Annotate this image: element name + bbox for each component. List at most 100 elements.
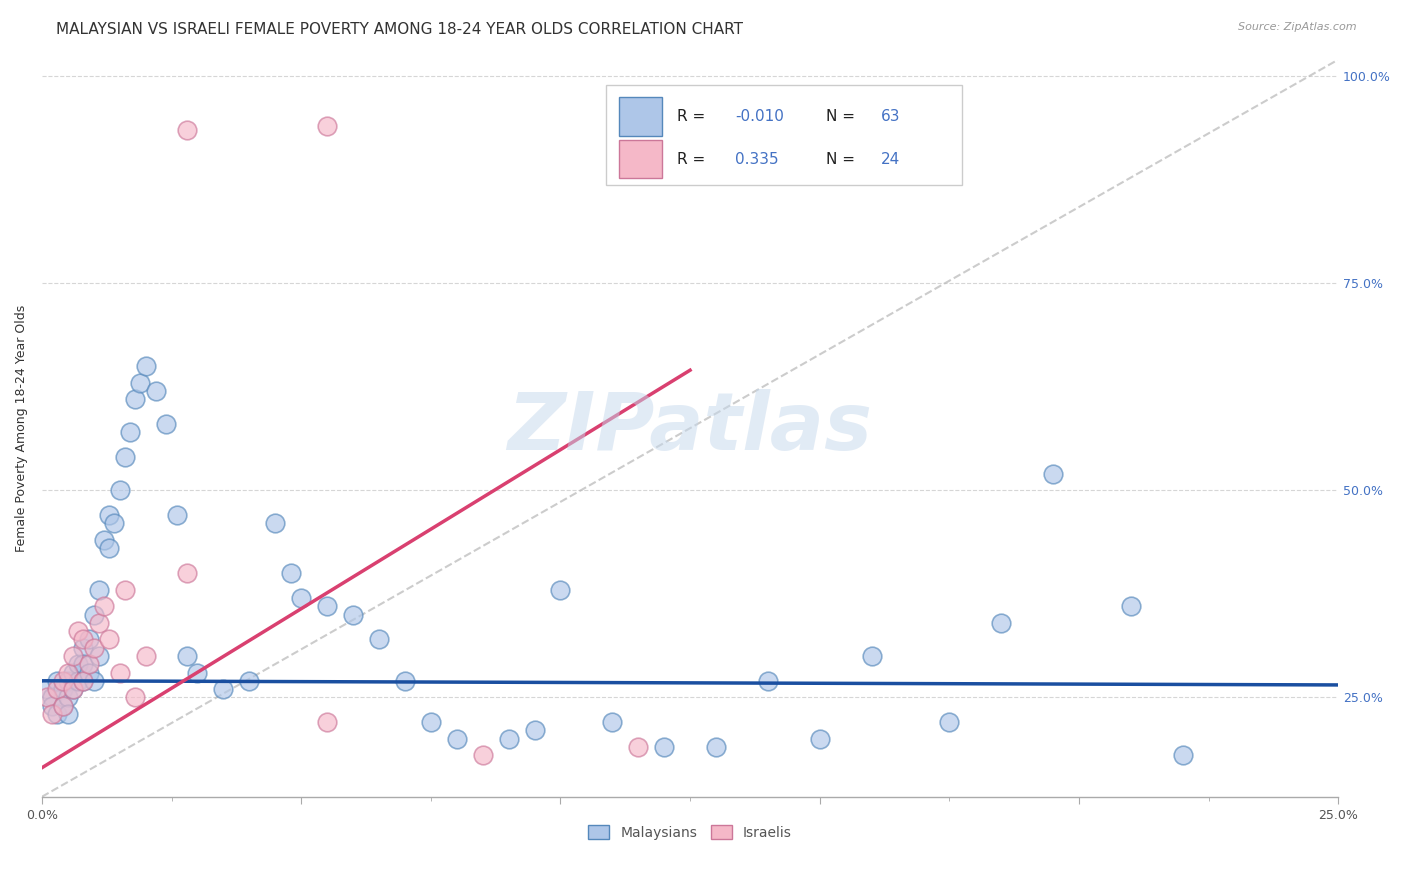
Point [103, 516, 125, 531]
Text: 63: 63 [880, 109, 900, 124]
Point [98, 508, 121, 523]
Point [77, 632, 100, 647]
FancyBboxPatch shape [606, 86, 962, 185]
Point [108, 483, 131, 498]
Point [77, 657, 100, 672]
Point [135, 359, 157, 373]
Text: MALAYSIAN VS ISRAELI FEMALE POVERTY AMONG 18-24 YEAR OLDS CORRELATION CHART: MALAYSIAN VS ISRAELI FEMALE POVERTY AMON… [56, 22, 744, 37]
Point [67, 624, 90, 639]
Point [41, 706, 63, 721]
Point [600, 715, 623, 730]
Point [419, 715, 441, 730]
Point [67, 673, 90, 688]
Text: R =: R = [678, 152, 710, 167]
Point [87, 582, 110, 597]
Point [72, 640, 94, 655]
Point [124, 392, 146, 407]
Point [471, 748, 494, 763]
Point [72, 657, 94, 672]
Point [176, 566, 198, 581]
Point [1042, 467, 1064, 481]
Point [52, 682, 75, 697]
Point [342, 607, 364, 622]
Point [627, 740, 650, 755]
Text: -0.010: -0.010 [735, 109, 785, 124]
Point [46, 673, 69, 688]
Point [368, 632, 391, 647]
Point [446, 731, 468, 746]
Point [316, 599, 339, 614]
Point [35, 690, 58, 705]
Point [46, 682, 69, 697]
Point [316, 119, 339, 133]
Point [83, 640, 105, 655]
Point [56, 690, 79, 705]
Point [394, 673, 416, 688]
Point [523, 723, 546, 738]
Point [56, 706, 79, 721]
Point [108, 665, 131, 680]
Y-axis label: Female Poverty Among 18-24 Year Olds: Female Poverty Among 18-24 Year Olds [15, 304, 28, 552]
Point [280, 566, 302, 581]
Point [52, 698, 75, 713]
Point [87, 648, 110, 663]
Point [83, 673, 105, 688]
Point [550, 582, 572, 597]
Text: N =: N = [827, 109, 860, 124]
Text: R =: R = [678, 109, 710, 124]
Point [938, 715, 960, 730]
Point [56, 673, 79, 688]
Point [62, 682, 84, 697]
Point [316, 715, 339, 730]
Text: 24: 24 [880, 152, 900, 167]
Text: 0.335: 0.335 [735, 152, 779, 167]
Point [290, 591, 312, 605]
Point [176, 123, 198, 137]
Point [155, 417, 177, 431]
Point [135, 648, 157, 663]
Point [264, 516, 287, 531]
Point [114, 450, 136, 465]
Bar [619, 140, 662, 178]
Point [72, 632, 94, 647]
Point [238, 673, 260, 688]
Point [124, 690, 146, 705]
Point [860, 648, 883, 663]
Point [56, 665, 79, 680]
Point [62, 665, 84, 680]
Point [46, 706, 69, 721]
Text: Source: ZipAtlas.com: Source: ZipAtlas.com [1239, 22, 1357, 32]
Point [77, 665, 100, 680]
Text: ZIPatlas: ZIPatlas [508, 389, 873, 467]
Point [72, 673, 94, 688]
Point [990, 615, 1012, 630]
Point [93, 533, 115, 547]
Point [118, 425, 141, 440]
Point [1119, 599, 1142, 614]
Point [72, 673, 94, 688]
Point [1171, 748, 1194, 763]
Point [67, 657, 90, 672]
Point [704, 740, 727, 755]
Point [186, 665, 208, 680]
Text: N =: N = [827, 152, 860, 167]
Point [145, 384, 167, 398]
Point [41, 698, 63, 713]
Point [498, 731, 520, 746]
Legend: Malaysians, Israelis: Malaysians, Israelis [582, 819, 797, 845]
Point [166, 508, 188, 523]
Point [52, 673, 75, 688]
Point [212, 682, 235, 697]
Point [62, 648, 84, 663]
Point [129, 376, 152, 390]
Point [756, 673, 779, 688]
Point [114, 582, 136, 597]
Point [52, 698, 75, 713]
Point [652, 740, 675, 755]
Point [98, 632, 121, 647]
Point [808, 731, 831, 746]
Point [35, 682, 58, 697]
Point [176, 648, 198, 663]
Point [98, 541, 121, 556]
Point [83, 607, 105, 622]
